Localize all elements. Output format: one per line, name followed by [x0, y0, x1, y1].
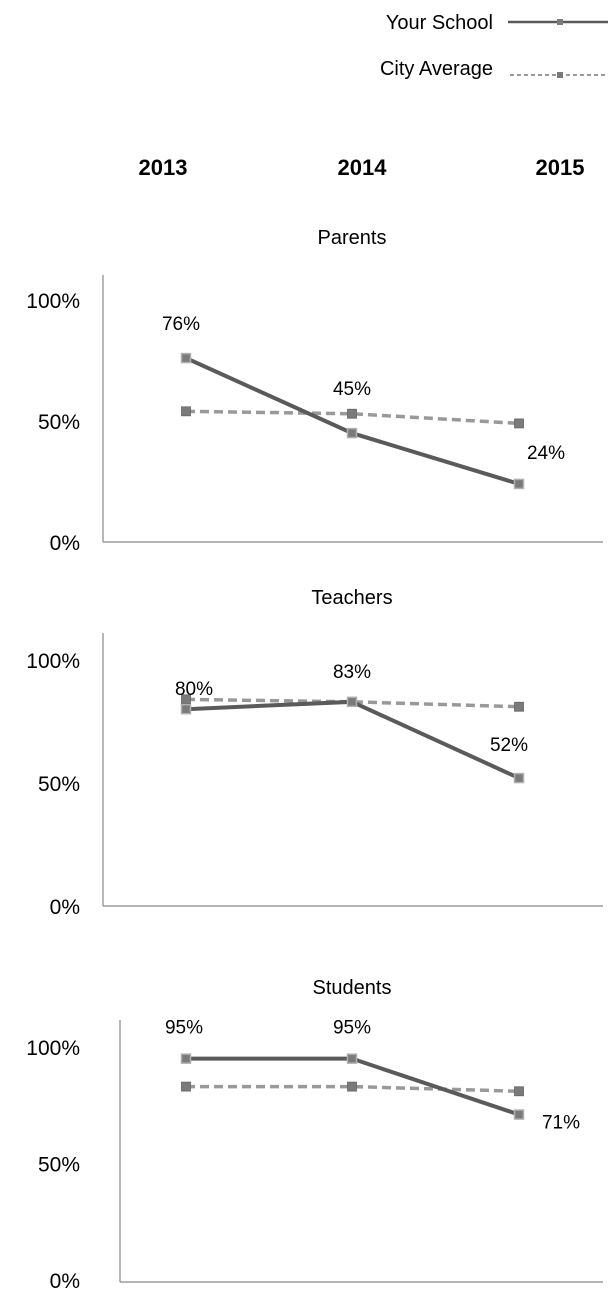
year-label-2015: 2015 [536, 155, 585, 180]
panel-title: Teachers [311, 587, 392, 609]
y-tick-label: 100% [26, 290, 80, 313]
y-tick-label: 50% [38, 1154, 80, 1177]
data-label: 76% [162, 314, 200, 335]
point-city-average [515, 702, 524, 711]
series-line-your-school [186, 702, 519, 778]
point-your-school [348, 697, 357, 706]
y-tick-label: 100% [26, 1037, 80, 1060]
chart-panel-parents: Parents 0% 50% 100% 76% 45% 24% [26, 227, 603, 555]
y-tick-label: 50% [38, 411, 80, 434]
data-label: 95% [165, 1018, 203, 1039]
data-label: 71% [542, 1113, 580, 1134]
point-your-school [515, 479, 524, 488]
point-city-average [515, 419, 524, 428]
point-your-school [515, 774, 524, 783]
legend-marker-your-school [557, 19, 563, 25]
data-label: 24% [527, 443, 565, 464]
legend: Your School City Average [380, 12, 608, 80]
y-tick-label: 50% [38, 773, 80, 796]
point-city-average [348, 409, 357, 418]
point-your-school [182, 705, 191, 714]
legend-marker-city-average [557, 72, 563, 78]
y-tick-label: 0% [50, 532, 80, 555]
point-your-school [182, 354, 191, 363]
data-label: 95% [333, 1018, 371, 1039]
data-label: 80% [175, 679, 213, 700]
point-your-school [348, 429, 357, 438]
data-label: 83% [333, 662, 371, 683]
y-tick-label: 0% [50, 1270, 80, 1293]
y-tick-label: 0% [50, 896, 80, 919]
year-label-2014: 2014 [338, 155, 388, 180]
point-city-average [348, 1082, 357, 1091]
y-tick-label: 100% [26, 650, 80, 673]
chart-panel-teachers: Teachers 0% 50% 100% 80% 83% 52% [26, 587, 603, 919]
point-city-average [182, 407, 191, 416]
panel-title: Parents [318, 227, 387, 249]
data-label: 45% [333, 379, 371, 400]
point-your-school [515, 1110, 524, 1119]
point-city-average [182, 1082, 191, 1091]
point-your-school [348, 1054, 357, 1063]
point-city-average [515, 1087, 524, 1096]
year-header: 2013 2014 2015 [139, 155, 585, 180]
panel-title: Students [313, 977, 392, 999]
legend-label-your-school: Your School [386, 12, 493, 34]
data-label: 52% [490, 735, 528, 756]
year-label-2013: 2013 [139, 155, 188, 180]
legend-label-city-average: City Average [380, 58, 493, 80]
chart-panel-students: Students 0% 50% 100% 95% 95% 71% [26, 977, 603, 1293]
point-your-school [182, 1054, 191, 1063]
